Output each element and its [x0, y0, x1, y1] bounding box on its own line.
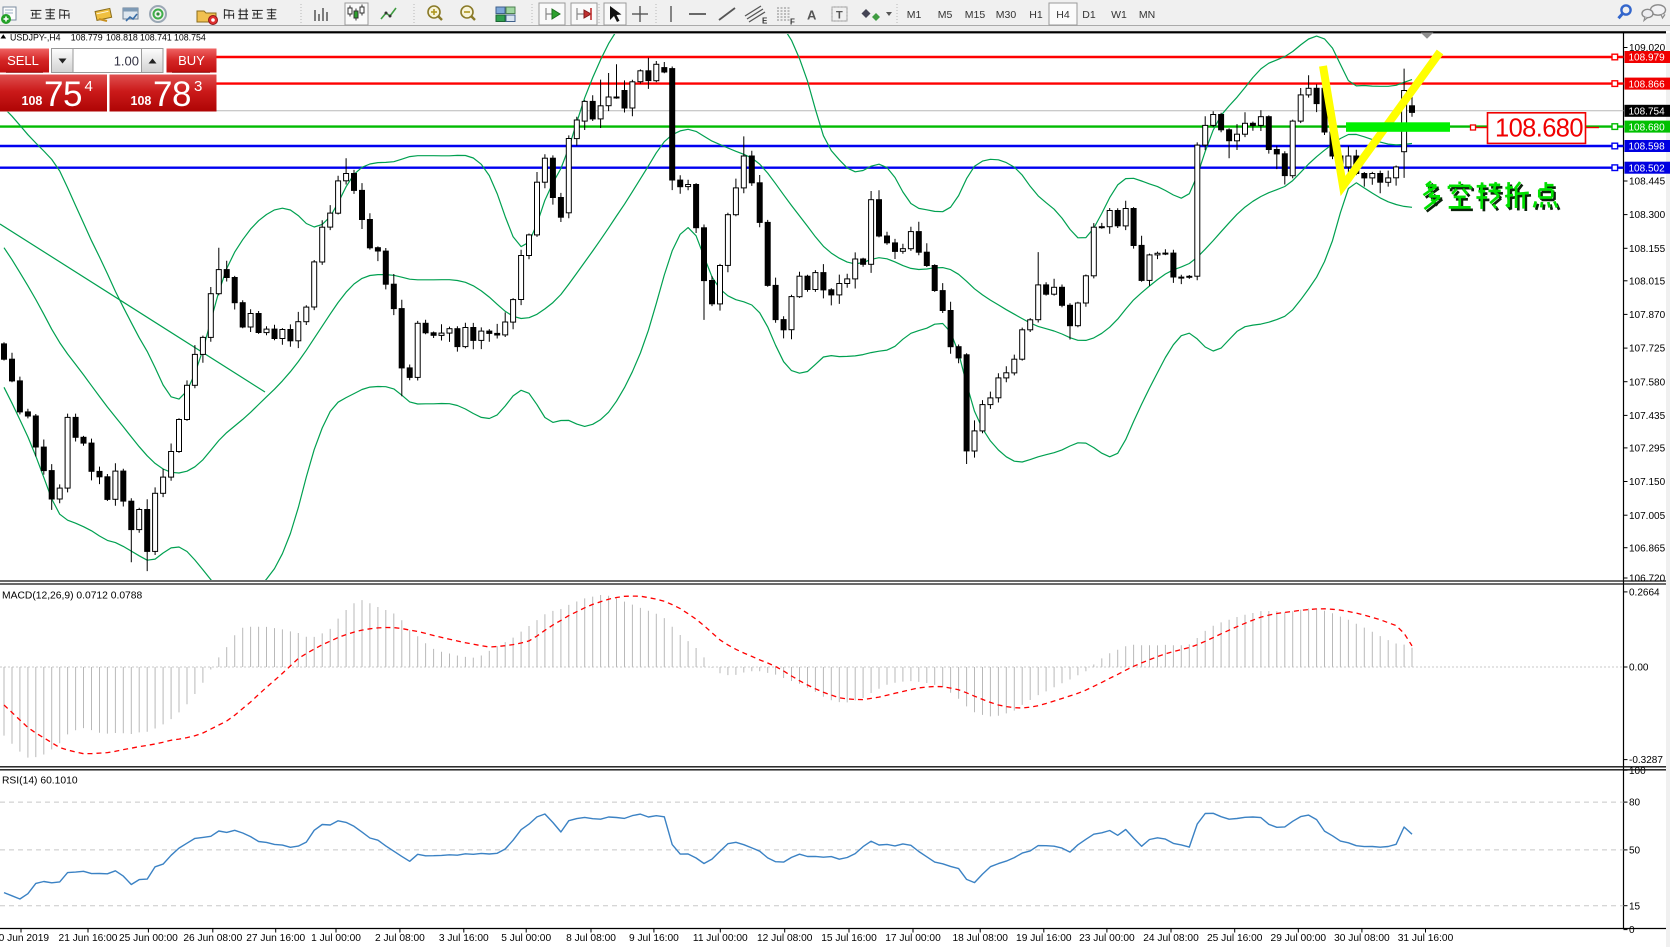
svg-text:23 Jul 00:00: 23 Jul 00:00 — [1079, 933, 1135, 944]
svg-text:M30: M30 — [996, 9, 1017, 21]
svg-text:M5: M5 — [938, 9, 953, 21]
svg-text:2 Jul 08:00: 2 Jul 08:00 — [375, 933, 425, 944]
svg-text:3 Jul 16:00: 3 Jul 16:00 — [439, 933, 489, 944]
svg-text:108.818: 108.818 — [106, 32, 138, 42]
svg-text:4: 4 — [85, 78, 93, 95]
svg-text:SELL: SELL — [7, 53, 39, 68]
svg-text:29 Jul 00:00: 29 Jul 00:00 — [1271, 933, 1327, 944]
svg-text:M1: M1 — [907, 9, 922, 21]
svg-text:0: 0 — [1629, 925, 1635, 936]
svg-text:108: 108 — [131, 94, 152, 108]
svg-text:107.150: 107.150 — [1629, 477, 1666, 488]
svg-text:25 Jun 00:00: 25 Jun 00:00 — [119, 933, 178, 944]
svg-text:78: 78 — [153, 75, 191, 114]
svg-text:108.866: 108.866 — [1629, 79, 1666, 90]
svg-text:108.300: 108.300 — [1629, 210, 1666, 221]
svg-text:BUY: BUY — [178, 53, 205, 68]
svg-text:12 Jul 08:00: 12 Jul 08:00 — [757, 933, 813, 944]
svg-text:108.445: 108.445 — [1629, 177, 1666, 188]
svg-text:8 Jul 08:00: 8 Jul 08:00 — [566, 933, 616, 944]
svg-text:106.720: 106.720 — [1629, 574, 1666, 585]
svg-text:RSI(14) 60.1010: RSI(14) 60.1010 — [2, 776, 78, 787]
svg-text:80: 80 — [1629, 798, 1641, 809]
svg-text:107.295: 107.295 — [1629, 444, 1666, 455]
svg-text:107.435: 107.435 — [1629, 411, 1666, 422]
svg-text:H1: H1 — [1029, 9, 1043, 21]
svg-text:75: 75 — [44, 75, 82, 114]
svg-text:0.2664: 0.2664 — [1629, 588, 1660, 599]
svg-text:-0.3287: -0.3287 — [1629, 755, 1663, 766]
svg-text:D1: D1 — [1082, 9, 1096, 21]
svg-text:108.741: 108.741 — [140, 32, 172, 42]
svg-text:F: F — [790, 18, 795, 27]
svg-text:MN: MN — [1139, 9, 1155, 21]
svg-text:107.870: 107.870 — [1629, 310, 1666, 321]
svg-text:108: 108 — [22, 94, 43, 108]
svg-text:108.680: 108.680 — [1629, 122, 1666, 133]
svg-text:3: 3 — [194, 78, 202, 95]
svg-text:108.680: 108.680 — [1495, 115, 1583, 143]
svg-text:W1: W1 — [1111, 9, 1127, 21]
svg-text:5 Jul 00:00: 5 Jul 00:00 — [501, 933, 551, 944]
svg-text:0.00: 0.00 — [1629, 663, 1649, 674]
svg-text:108.502: 108.502 — [1629, 163, 1666, 174]
svg-text:H4: H4 — [1056, 9, 1070, 21]
svg-text:1 Jul 00:00: 1 Jul 00:00 — [311, 933, 361, 944]
svg-text:15: 15 — [1629, 901, 1641, 912]
svg-text:T: T — [836, 10, 843, 22]
svg-text:107.580: 107.580 — [1629, 377, 1666, 388]
svg-text:108.155: 108.155 — [1629, 244, 1666, 255]
svg-text:30 Jul 08:00: 30 Jul 08:00 — [1334, 933, 1390, 944]
svg-text:31 Jul 16:00: 31 Jul 16:00 — [1398, 933, 1454, 944]
svg-text:100: 100 — [1629, 766, 1646, 777]
svg-text:19 Jul 16:00: 19 Jul 16:00 — [1016, 933, 1072, 944]
svg-text:107.725: 107.725 — [1629, 344, 1666, 355]
svg-text:50: 50 — [1629, 846, 1641, 857]
svg-text:1.00: 1.00 — [114, 54, 139, 69]
svg-text:11 Jul 00:00: 11 Jul 00:00 — [693, 933, 748, 944]
svg-text:A: A — [807, 8, 817, 23]
svg-text:MACD(12,26,9) 0.0712 0.0788: MACD(12,26,9) 0.0712 0.0788 — [2, 591, 143, 602]
svg-text:20 Jun 2019: 20 Jun 2019 — [0, 933, 49, 944]
svg-text:15 Jul 16:00: 15 Jul 16:00 — [821, 933, 877, 944]
svg-text:18 Jul 08:00: 18 Jul 08:00 — [952, 933, 1008, 944]
svg-text:25 Jul 16:00: 25 Jul 16:00 — [1207, 933, 1263, 944]
svg-text:107.005: 107.005 — [1629, 511, 1666, 522]
svg-text:108.015: 108.015 — [1629, 276, 1666, 287]
svg-text:24 Jul 08:00: 24 Jul 08:00 — [1143, 933, 1199, 944]
svg-text:108.979: 108.979 — [1629, 53, 1666, 64]
svg-text:21 Jun 16:00: 21 Jun 16:00 — [59, 933, 118, 944]
svg-text:109.020: 109.020 — [1629, 43, 1666, 54]
svg-text:106.865: 106.865 — [1629, 543, 1666, 554]
svg-text:108.754: 108.754 — [174, 32, 206, 42]
svg-text:9 Jul 16:00: 9 Jul 16:00 — [629, 933, 679, 944]
svg-text:M15: M15 — [965, 9, 986, 21]
svg-text:108.754: 108.754 — [1629, 107, 1666, 118]
svg-text:E: E — [762, 17, 768, 26]
svg-text:108.598: 108.598 — [1629, 142, 1666, 153]
svg-text:17 Jul 00:00: 17 Jul 00:00 — [885, 933, 941, 944]
svg-text:108.779: 108.779 — [71, 32, 103, 42]
svg-text:27 Jun 16:00: 27 Jun 16:00 — [246, 933, 305, 944]
svg-text:USDJPY-,H4: USDJPY-,H4 — [10, 32, 61, 42]
svg-text:26 Jun 08:00: 26 Jun 08:00 — [183, 933, 242, 944]
